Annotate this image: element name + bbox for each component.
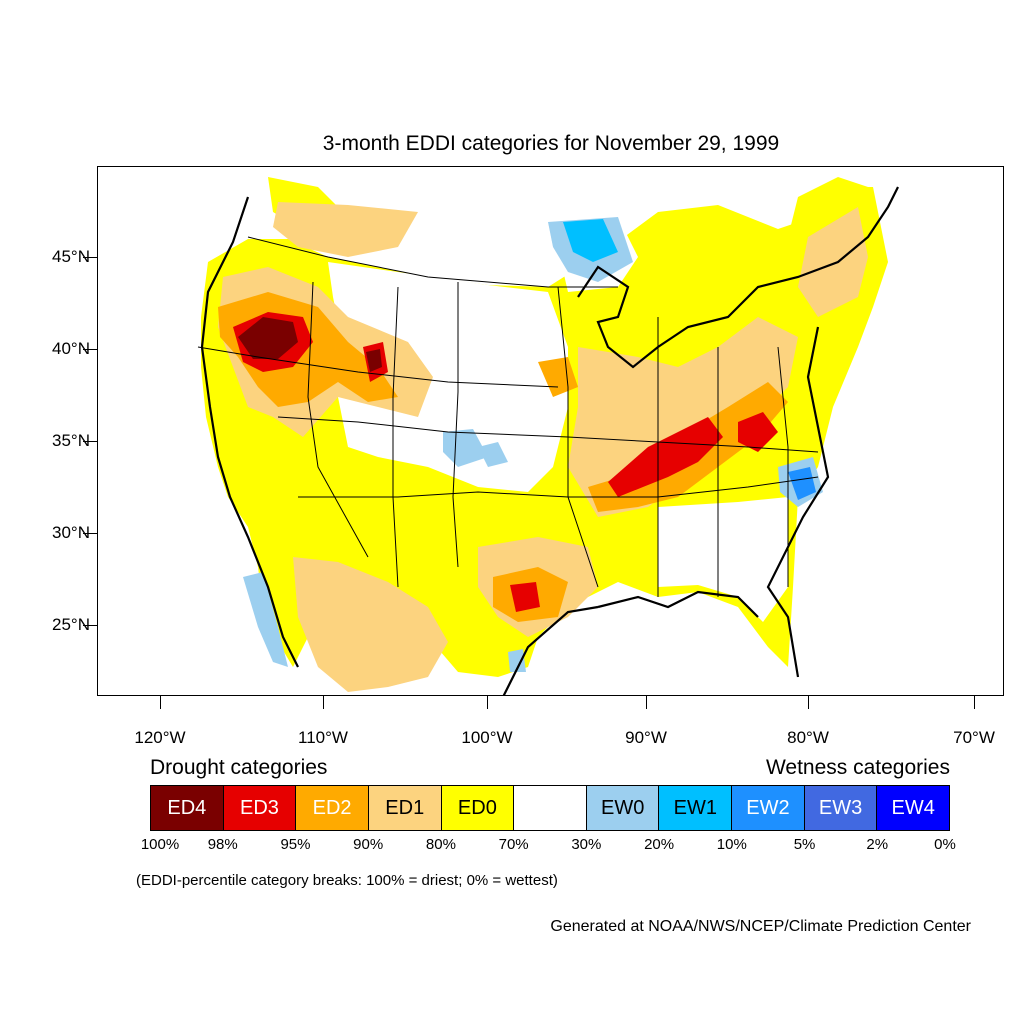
legend-box-ew2: EW2 bbox=[732, 786, 805, 830]
break-label: 95% bbox=[280, 836, 311, 853]
legend-box-ew4: EW4 bbox=[877, 786, 950, 830]
lat-label-45n: 45°N bbox=[52, 247, 90, 266]
break-label: 80% bbox=[425, 836, 456, 853]
lon-tick bbox=[808, 696, 809, 709]
state-boundaries bbox=[197, 236, 819, 597]
break-label: 0% bbox=[934, 836, 956, 853]
ed1-southwest-field bbox=[293, 557, 448, 692]
ed4-utah-field bbox=[366, 349, 382, 372]
ed3-kentucky-field bbox=[738, 412, 778, 452]
lat-label-30n: 30°N bbox=[52, 523, 90, 542]
drought-categories-heading: Drought categories bbox=[150, 756, 328, 779]
coastlines bbox=[200, 186, 899, 695]
lat-label-35n: 35°N bbox=[52, 431, 90, 450]
lon-label-70w: 70°W bbox=[953, 728, 995, 747]
legend-box-ed4: ED4 bbox=[151, 786, 224, 830]
break-label: 10% bbox=[716, 836, 747, 853]
ed1-northeast-field bbox=[798, 207, 868, 317]
lon-label-100w: 100°W bbox=[461, 728, 513, 747]
category-note: (EDDI-percentile category breaks: 100% =… bbox=[136, 872, 558, 889]
break-label: 5% bbox=[793, 836, 816, 853]
lon-tick bbox=[323, 696, 324, 709]
legend-box-ew3: EW3 bbox=[804, 786, 878, 830]
lon-tick bbox=[487, 696, 488, 709]
lon-label-90w: 90°W bbox=[625, 728, 667, 747]
map-panel bbox=[97, 166, 1004, 696]
legend-box-ed1: ED1 bbox=[368, 786, 442, 830]
lon-tick bbox=[160, 696, 161, 709]
ew1-greatlakes-field bbox=[563, 219, 618, 262]
break-label: 90% bbox=[353, 836, 384, 853]
ew0-plains-field bbox=[443, 429, 488, 467]
ed3-texas-field bbox=[510, 582, 540, 612]
lon-tick bbox=[646, 696, 647, 709]
lat-tick bbox=[83, 257, 97, 258]
lon-label-110w: 110°W bbox=[298, 728, 348, 747]
wetness-categories-heading: Wetness categories bbox=[765, 756, 950, 779]
lat-label-25n: 25°N bbox=[52, 615, 90, 634]
map-title: 3-month EDDI categories for November 29,… bbox=[322, 132, 780, 155]
legend-box-ed0: ED0 bbox=[441, 786, 515, 830]
lat-tick bbox=[83, 533, 97, 534]
lat-tick bbox=[83, 625, 97, 626]
lat-label-40n: 40°N bbox=[52, 339, 90, 358]
category-color-bar: ED4 ED3 ED2 ED1 ED0 EW0 EW1 EW2 EW3 EW4 bbox=[150, 785, 950, 831]
lon-label-120w: 120°W bbox=[134, 728, 186, 747]
ew0-texas-field bbox=[508, 649, 526, 672]
ed3-tennessee-field bbox=[608, 417, 723, 497]
lon-label-80w: 80°W bbox=[787, 728, 829, 747]
break-label: 100% bbox=[140, 836, 180, 853]
legend-box-ed2: ED2 bbox=[296, 786, 369, 830]
legend-box-normal bbox=[514, 786, 587, 830]
legend-box-ew0: EW0 bbox=[586, 786, 660, 830]
break-label: 20% bbox=[644, 836, 675, 853]
break-label: 30% bbox=[571, 836, 602, 853]
break-label: 2% bbox=[866, 836, 889, 853]
break-label: 70% bbox=[498, 836, 529, 853]
ew0-ca-field bbox=[243, 572, 288, 667]
break-label: 98% bbox=[207, 836, 238, 853]
legend-box-ed3: ED3 bbox=[223, 786, 297, 830]
ed4-west-field bbox=[238, 317, 298, 359]
lat-tick bbox=[83, 441, 97, 442]
ed1-canada-field bbox=[273, 202, 418, 257]
white-southeast-field bbox=[658, 497, 788, 622]
credit-line: Generated at NOAA/NWS/NCEP/Climate Predi… bbox=[550, 918, 971, 935]
ew2-nc-field bbox=[788, 467, 816, 500]
lat-tick bbox=[83, 349, 97, 350]
eddi-map bbox=[197, 177, 899, 695]
legend-box-ew1: EW1 bbox=[659, 786, 733, 830]
ew0-kansas-field bbox=[478, 442, 508, 467]
lon-tick bbox=[974, 696, 975, 709]
